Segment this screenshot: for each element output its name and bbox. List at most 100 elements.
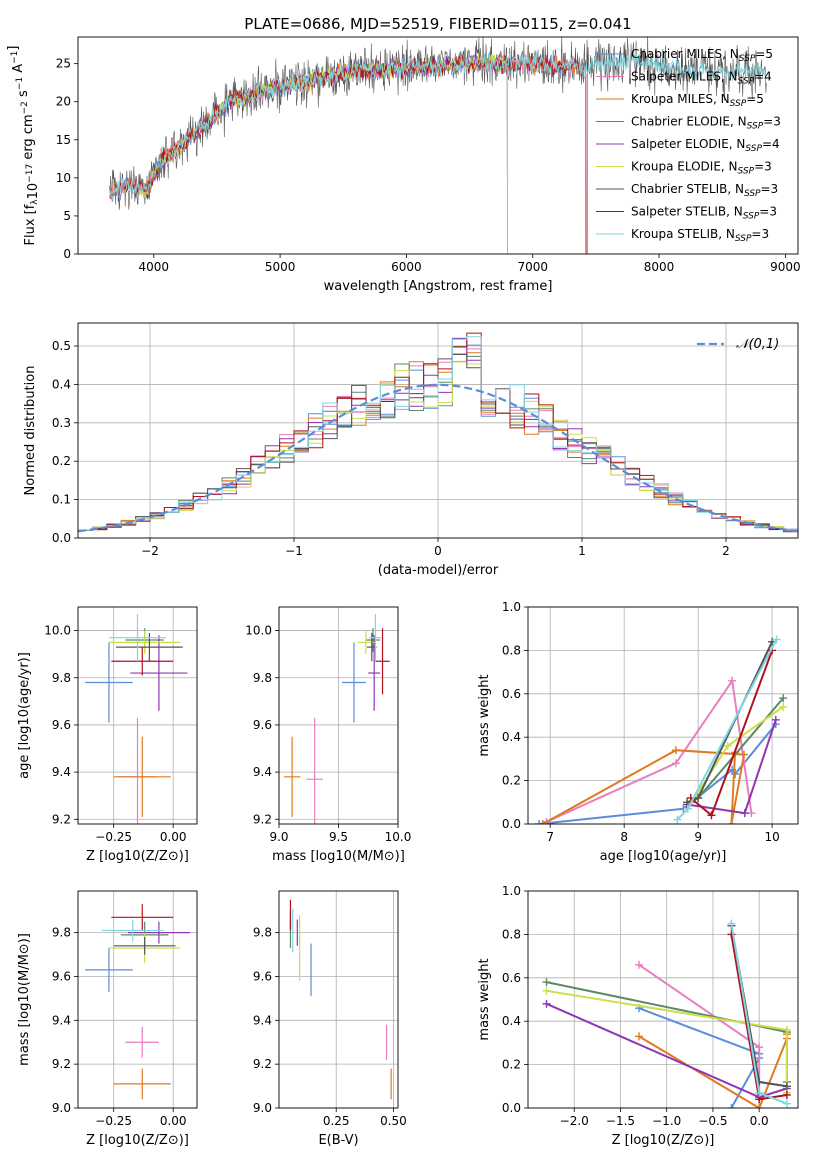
legend: Chabrier MILES, NSSP=5 Salpeter MILES, NS… xyxy=(596,47,781,244)
y-tick-label: 0.8 xyxy=(502,643,521,657)
x-tick-label: −1.5 xyxy=(606,1114,635,1128)
errorbars xyxy=(283,614,390,824)
legend-entry: Chabrier ELODIE, NSSP=3 xyxy=(631,115,781,132)
y-label-part: A xyxy=(11,64,26,77)
axes-mass-vs-Z: −0.25 0.00 9.0 9.2 9.4 9.6 9.8 Z [log10(Z/Z⊙)] m… xyxy=(17,890,198,1148)
legend-entry: Kroupa MILES, NSSP=5 xyxy=(631,92,764,109)
errorbar-salpeter-miles xyxy=(125,1026,159,1058)
x-tick-label: 2 xyxy=(722,544,730,558)
y-tick-label: 9.6 xyxy=(52,969,71,983)
y-label-part: λ xyxy=(30,199,40,205)
x-tick-label: 10 xyxy=(764,830,779,844)
y-tick-label: 9.2 xyxy=(52,1057,71,1071)
histogram-salpeter-stelib xyxy=(78,332,798,531)
y-tick-label: 9.8 xyxy=(253,671,272,685)
x-axis-label: Z [log10(Z/Z⊙)] xyxy=(86,1133,189,1148)
y-axis-label: mass [log10(M/M⊙)] xyxy=(17,933,32,1066)
y-tick-label: 0.4 xyxy=(502,1014,521,1028)
y-label-part: s xyxy=(16,90,31,101)
figure-title: PLATE=0686, MJD=52519, FIBERID=0115, z=0… xyxy=(244,15,631,33)
errorbars xyxy=(289,899,392,1100)
axes-spectrum: 4000 5000 6000 7000 8000 9000 0 5 10 15 20 25 wavele… xyxy=(6,36,801,294)
errorbars xyxy=(85,614,188,824)
y-label-part: ] xyxy=(6,46,21,51)
legend-entry: Salpeter ELODIE, NSSP=4 xyxy=(631,137,780,154)
errorbar-kroupa-stelib xyxy=(108,614,167,662)
x-tick-label: 0.25 xyxy=(323,1114,350,1128)
y-tick-label: 9.8 xyxy=(253,926,272,940)
weight-lines xyxy=(542,919,791,1108)
errorbar-salpeter-elodie xyxy=(130,635,188,711)
axes-frame xyxy=(527,606,799,825)
y-label-part: −1 xyxy=(10,51,20,64)
spectrum-kroupa-miles xyxy=(109,55,587,254)
errorbar-salpeter-elodie xyxy=(368,635,381,711)
y-tick-label: 1.0 xyxy=(502,600,521,614)
y-tick-label: 0.1 xyxy=(52,493,71,507)
x-axis-label: Z [log10(Z/Z⊙)] xyxy=(86,849,189,864)
y-tick-label: 5 xyxy=(63,209,71,223)
y-tick-label: 20 xyxy=(56,95,71,109)
legend-entry: Chabrier STELIB, NSSP=3 xyxy=(631,182,778,199)
weight-chabrier-miles xyxy=(634,1004,764,1108)
weight-salpeter-stelib xyxy=(727,930,791,1104)
x-tick-label: 9 xyxy=(694,830,702,844)
y-label-part: erg cm xyxy=(21,114,36,163)
y-label-part: 10 xyxy=(26,183,41,200)
weight-kroupa-stelib xyxy=(727,919,791,1108)
x-tick-label: 5000 xyxy=(265,260,296,274)
errorbars xyxy=(85,904,190,1100)
spectrum-kroupa-stelib xyxy=(109,51,767,202)
spectrum-salpeter-miles xyxy=(109,53,587,254)
y-tick-label: 9.8 xyxy=(52,926,71,940)
y-axis-label: Flux [fλ10−17 erg cm−2 s−1 A−1] xyxy=(6,46,41,246)
errorbar-chabrier-stelib xyxy=(113,937,176,955)
y-tick-label: 9.4 xyxy=(52,765,71,779)
axes-frame xyxy=(77,606,198,825)
x-axis-label: E(B-V) xyxy=(318,1133,358,1148)
y-tick-label: 25 xyxy=(56,57,71,71)
weight-line xyxy=(690,650,774,817)
x-tick-label: 8000 xyxy=(644,260,675,274)
x-tick-label: 8 xyxy=(620,830,628,844)
y-tick-label: 0.2 xyxy=(52,454,71,468)
y-label-part: Flux [f xyxy=(23,204,38,245)
y-tick-label: 10 xyxy=(56,171,71,185)
y-tick-label: 9.4 xyxy=(253,765,272,779)
x-axis-label: wavelength [Angstrom, rest frame] xyxy=(324,279,553,294)
y-axis-label: mass weight xyxy=(477,674,492,756)
y-tick-label: 0.4 xyxy=(502,730,521,744)
x-tick-label: 7 xyxy=(546,830,554,844)
y-axis-label: age [log10(age/yr)] xyxy=(17,652,32,779)
errorbar-kroupa-miles xyxy=(113,1068,171,1100)
x-tick-label: 0 xyxy=(434,544,442,558)
y-tick-label: 0.0 xyxy=(502,1101,521,1115)
spectrum-salpeter-elodie xyxy=(140,54,508,254)
y-tick-label: 0.3 xyxy=(52,416,71,430)
x-tick-label: 0.00 xyxy=(160,1114,187,1128)
errorbar-chabrier-miles xyxy=(85,947,133,992)
y-tick-label: 0.2 xyxy=(502,1058,521,1072)
x-tick-label: −1 xyxy=(285,544,303,558)
histogram-chabrier-stelib xyxy=(78,354,798,533)
y-tick-label: 0 xyxy=(63,247,71,261)
errorbar-salpeter-elodie xyxy=(127,921,190,944)
weight-line xyxy=(686,641,774,804)
axes-mass-vs-EBV: 0.25 0.50 9.0 9.2 9.4 9.6 9.8 E(B-V) xyxy=(253,890,407,1148)
axes-frame xyxy=(527,890,799,1109)
legend-entry: Kroupa STELIB, NSSP=3 xyxy=(631,227,769,244)
y-tick-label: 0.8 xyxy=(502,927,521,941)
y-tick-label: 0.6 xyxy=(502,971,521,985)
y-tick-label: 10.0 xyxy=(44,624,71,638)
weight-line xyxy=(676,639,778,821)
axes-frame xyxy=(278,890,399,1109)
y-label-part: −1 xyxy=(15,77,25,90)
weight-line xyxy=(686,719,777,815)
y-tick-label: 9.0 xyxy=(52,1101,71,1115)
x-tick-label: 10.0 xyxy=(385,830,412,844)
errorbar-kroupa-miles xyxy=(113,736,171,817)
y-tick-label: 9.4 xyxy=(253,1013,272,1027)
errorbar-salpeter-stelib xyxy=(111,904,174,931)
x-tick-label: 0.00 xyxy=(160,830,187,844)
